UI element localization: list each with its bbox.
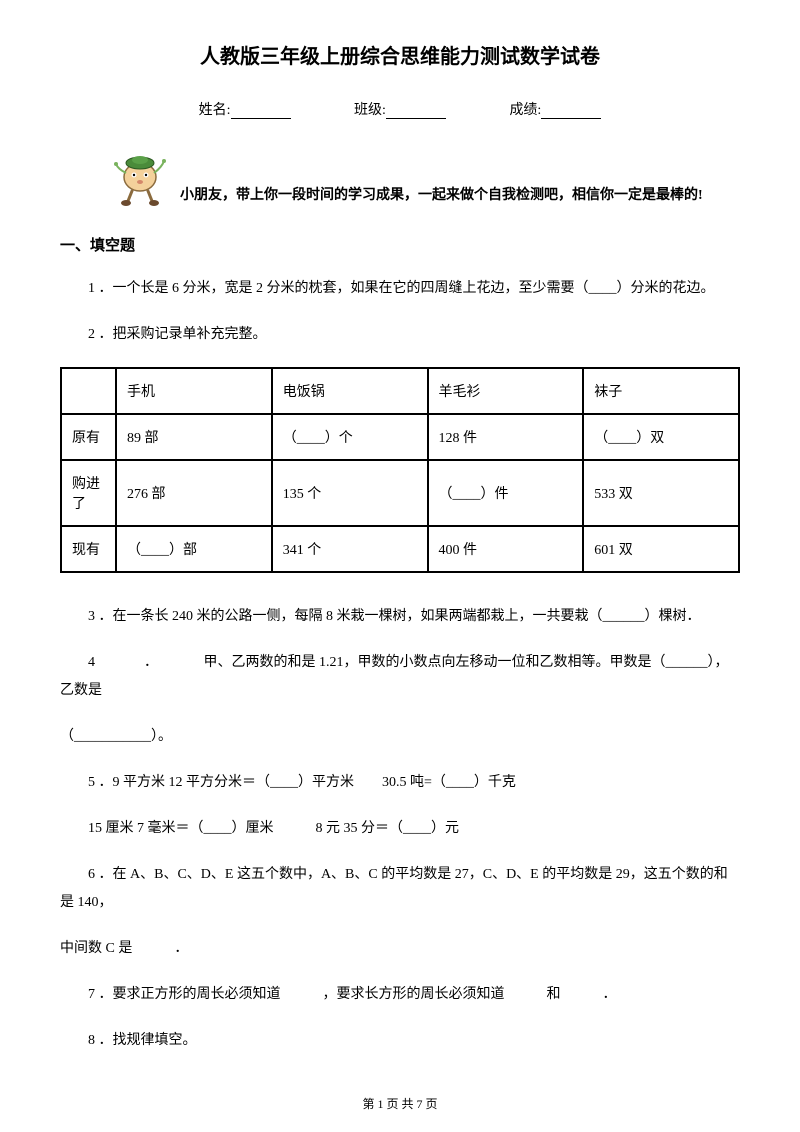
student-info: 姓名: 班级: 成绩: (60, 99, 740, 119)
table-cell: （____）个 (272, 414, 428, 460)
table-cell: 羊毛衫 (428, 368, 584, 414)
table-cell: 135 个 (272, 460, 428, 526)
table-cell: 276 部 (116, 460, 272, 526)
page-title: 人教版三年级上册综合思维能力测试数学试卷 (60, 40, 740, 69)
table-cell: 袜子 (583, 368, 739, 414)
table-row: 原有 89 部 （____）个 128 件 （____）双 (61, 414, 739, 460)
encourage-text: 小朋友，带上你一段时间的学习成果，一起来做个自我检测吧，相信你一定是最棒的! (180, 184, 703, 209)
name-blank[interactable] (231, 103, 291, 119)
table-cell: 89 部 (116, 414, 272, 460)
class-label: 班级: (354, 99, 386, 119)
table-cell: （____）件 (428, 460, 584, 526)
table-cell: 现有 (61, 526, 116, 572)
table-cell: 601 双 (583, 526, 739, 572)
table-cell: 128 件 (428, 414, 584, 460)
table-cell: 341 个 (272, 526, 428, 572)
question-4a: 4 ． 甲、乙两数的和是 1.21，甲数的小数点向左移动一位和乙数相等。甲数是（… (60, 649, 740, 705)
table-row: 购进了 276 部 135 个 （____）件 533 双 (61, 460, 739, 526)
question-6a: 6 ．在 A、B、C、D、E 这五个数中，A、B、C 的平均数是 27，C、D、… (60, 861, 740, 917)
table-cell: （____）部 (116, 526, 272, 572)
question-5b: 15 厘米 7 毫米＝（____）厘米 8 元 35 分＝（____）元 (60, 815, 740, 843)
mascot-icon (110, 149, 170, 209)
table-cell: 400 件 (428, 526, 584, 572)
table-cell: （____）双 (583, 414, 739, 460)
table-cell: 手机 (116, 368, 272, 414)
table-header-row: 手机 电饭锅 羊毛衫 袜子 (61, 368, 739, 414)
mascot-row: 小朋友，带上你一段时间的学习成果，一起来做个自我检测吧，相信你一定是最棒的! (60, 149, 740, 209)
table-row: 现有 （____）部 341 个 400 件 601 双 (61, 526, 739, 572)
question-6b: 中间数 C 是 ． (60, 935, 740, 963)
table-cell (61, 368, 116, 414)
name-label: 姓名: (199, 99, 231, 119)
page-footer: 第 1 页 共 7 页 (0, 1095, 800, 1112)
score-blank[interactable] (541, 103, 601, 119)
question-7: 7 ．要求正方形的周长必须知道 ，要求长方形的周长必须知道 和 ． (60, 981, 740, 1009)
section-1-title: 一、填空题 (60, 234, 740, 255)
question-5a: 5 ．9 平方米 12 平方分米＝（____）平方米 30.5 吨=（____）… (60, 769, 740, 797)
question-1: 1 ．一个长是 6 分米，宽是 2 分米的枕套，如果在它的四周缝上花边，至少需要… (60, 275, 740, 303)
table-cell: 原有 (61, 414, 116, 460)
question-4b: （___________）。 (60, 723, 740, 751)
table-cell: 购进了 (61, 460, 116, 526)
score-label: 成绩: (509, 99, 541, 119)
class-blank[interactable] (386, 103, 446, 119)
table-cell: 电饭锅 (272, 368, 428, 414)
purchase-table: 手机 电饭锅 羊毛衫 袜子 原有 89 部 （____）个 128 件 （___… (60, 367, 740, 573)
question-3: 3 ．在一条长 240 米的公路一侧，每隔 8 米栽一棵树，如果两端都栽上，一共… (60, 603, 740, 631)
question-2: 2 ．把采购记录单补充完整。 (60, 321, 740, 349)
question-8: 8 ．找规律填空。 (60, 1027, 740, 1055)
table-cell: 533 双 (583, 460, 739, 526)
